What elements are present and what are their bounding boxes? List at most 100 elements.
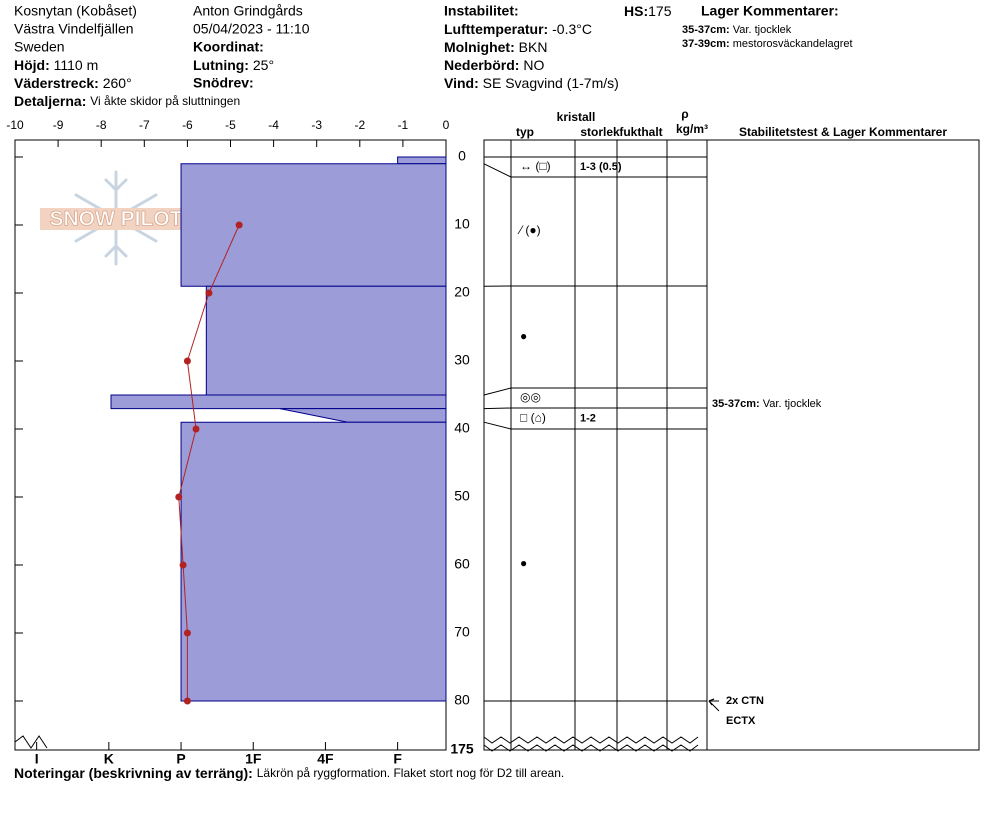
temperature-point	[183, 629, 191, 637]
x-tick-label: -5	[225, 118, 236, 132]
text: Läkrön på ryggformation. Flaket stort no…	[257, 766, 564, 780]
hardness-layer	[180, 163, 447, 287]
logo-text: SNOW PILOT	[50, 208, 183, 231]
label: HS:	[624, 3, 648, 19]
table-columns	[510, 140, 708, 750]
location: Kosnytan (Kobåset)	[14, 3, 137, 19]
hardness-tick-label: 4F	[317, 751, 334, 767]
temperature-point	[183, 697, 191, 705]
hardness-tick-label: I	[35, 751, 39, 767]
layer-comment: 35-37cm: Var. tjocklek	[682, 24, 792, 36]
table-frame	[483, 139, 980, 751]
x-tick-label: -10	[6, 118, 24, 132]
grain-type: ⁄ (●)	[517, 223, 541, 237]
country: Sweden	[14, 39, 65, 55]
column-header: ρ	[681, 107, 688, 121]
column-header: kristall	[557, 110, 596, 124]
grain-type: ●	[520, 556, 527, 570]
hardness-tick-label: P	[176, 751, 185, 767]
hardness-layer	[397, 156, 447, 165]
x-tick-label: -2	[354, 118, 365, 132]
datetime: 05/04/2023 - 11:10	[193, 21, 310, 37]
value: NO	[523, 57, 544, 73]
label: Lufttemperatur:	[444, 21, 548, 37]
sky: Molnighet: BKN	[444, 39, 547, 55]
depth: 37-39cm:	[682, 38, 730, 50]
hardness-tick-label: 1F	[245, 751, 262, 767]
grain-type: ●	[520, 329, 527, 343]
column-header: Stabilitetstest & Lager Kommentarer	[739, 125, 947, 139]
wind-loading: Snödrev:	[193, 75, 254, 91]
slope: Lutning: 25°	[193, 57, 274, 73]
column-header: storlek	[580, 125, 620, 139]
label: Väderstreck:	[14, 75, 99, 91]
x-tick-label: -7	[139, 118, 150, 132]
x-tick-label: -4	[268, 118, 279, 132]
details: Detaljerna: Vi åkte skidor på sluttninge…	[14, 93, 240, 109]
value: Vi åkte skidor på sluttningen	[90, 94, 240, 108]
temperature-line	[178, 224, 240, 701]
value: 260°	[103, 75, 132, 91]
y-tick-label: 60	[454, 556, 470, 572]
depth: 35-37cm:	[712, 398, 760, 410]
row-line	[483, 421, 512, 430]
label: Nederbörd:	[444, 57, 519, 73]
row-line	[483, 387, 512, 396]
instability: Instabilitet:	[444, 3, 519, 19]
value: 175	[648, 3, 672, 19]
hardness-layer	[205, 285, 447, 396]
temperature-point	[192, 425, 200, 433]
grain-type: □ (⌂)	[520, 411, 546, 425]
hardness-layer	[279, 408, 447, 423]
hardness-layer	[180, 421, 447, 702]
test-label: ECTX	[726, 715, 756, 727]
x-tick-label: 0	[443, 118, 450, 132]
column-header: fukthalt	[619, 125, 662, 139]
text: Var. tjocklek	[733, 24, 792, 36]
y-tick-label: 10	[454, 216, 470, 232]
layer-comment: 37-39cm: mestorosväckandelagret	[682, 38, 853, 50]
label: Vind:	[444, 75, 479, 91]
label: Lutning:	[193, 57, 249, 73]
temperature-point	[183, 357, 191, 365]
logo-band	[40, 208, 192, 230]
value: 25°	[253, 57, 274, 73]
column-header: kg/m³	[676, 122, 708, 136]
column-header: typ	[516, 125, 534, 139]
x-tick-label: -8	[96, 118, 107, 132]
temperature-point	[175, 493, 183, 501]
temperature-point	[205, 289, 213, 297]
temperature-point	[235, 221, 243, 229]
elevation: Höjd: 1110 m	[14, 57, 98, 73]
x-tick-label: -9	[53, 118, 64, 132]
y-tick-label: 20	[454, 284, 470, 300]
label: Höjd:	[14, 57, 50, 73]
label: Noteringar (beskrivning av terräng):	[14, 765, 253, 781]
text: mestorosväckandelagret	[733, 38, 853, 50]
temperature-point	[179, 561, 187, 569]
y-tick-label: 40	[454, 420, 470, 436]
grain-size: 1-2	[580, 412, 596, 424]
notes: Noteringar (beskrivning av terräng): Läk…	[14, 765, 564, 781]
grain-type: ↔ (□)	[520, 159, 551, 173]
value: 1110 m	[54, 57, 99, 73]
table-comment: 35-37cm: Var. tjocklek	[712, 398, 822, 410]
row-line	[483, 407, 512, 410]
y-tick-label: 0	[458, 148, 466, 164]
row-line	[483, 163, 512, 178]
x-tick-label: -1	[398, 118, 409, 132]
hs: HS:175	[624, 3, 672, 19]
y-tick-label: 30	[454, 352, 470, 368]
hardness-tick-label: K	[104, 751, 114, 767]
label: Molnighet:	[444, 39, 515, 55]
x-tick-label: -3	[311, 118, 322, 132]
layer-comments-title: Lager Kommentarer:	[701, 3, 839, 19]
test-arrow	[708, 698, 720, 712]
x-tick-label: -6	[182, 118, 193, 132]
test-label: 2x CTN	[726, 695, 764, 707]
text: Var. tjocklek	[763, 398, 822, 410]
value: -0.3°C	[552, 21, 592, 37]
value: SE Svagvind (1-7m/s)	[483, 75, 619, 91]
hardness-tick-label: F	[393, 751, 402, 767]
